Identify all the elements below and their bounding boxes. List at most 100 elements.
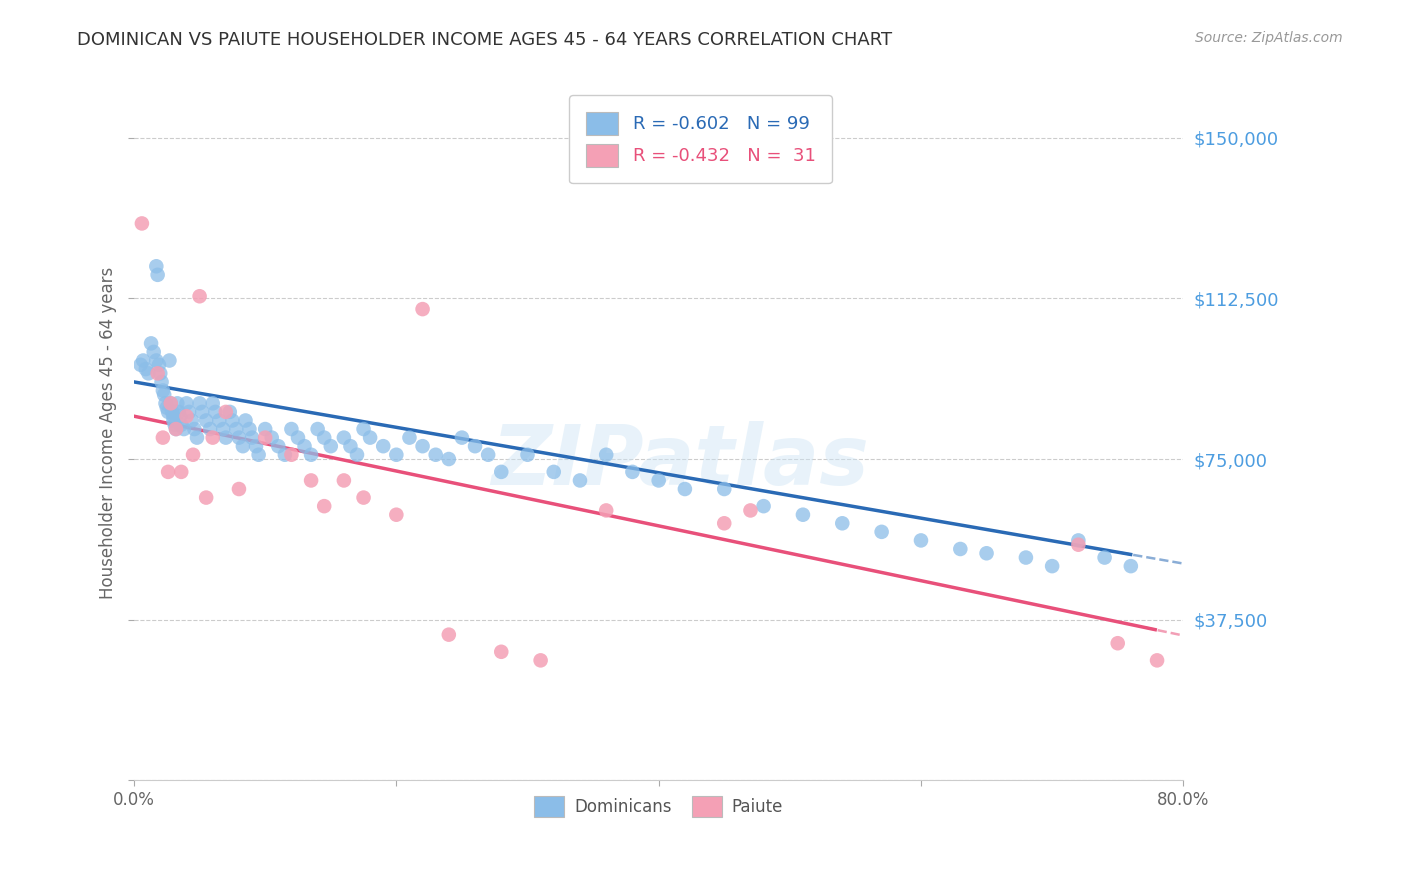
Point [188,289,211,303]
Point [195,413,218,427]
Point [752,499,775,513]
Point [1146,653,1168,667]
Point [166,396,188,410]
Text: ZIPatlas: ZIPatlas [491,421,869,501]
Point [1040,559,1063,574]
Point [831,516,853,531]
Text: DOMINICAN VS PAIUTE HOUSEHOLDER INCOME AGES 45 - 64 YEARS CORRELATION CHART: DOMINICAN VS PAIUTE HOUSEHOLDER INCOME A… [77,31,893,49]
Point [188,396,211,410]
Point [647,474,669,488]
Point [198,422,221,436]
Point [159,396,181,410]
Point [412,302,434,317]
Point [146,268,169,282]
Point [145,353,167,368]
Point [314,499,336,513]
Point [516,448,538,462]
Point [228,431,250,445]
Point [157,405,180,419]
Point [146,367,169,381]
Point [359,431,381,445]
Point [170,417,193,432]
Point [491,465,513,479]
Point [412,439,434,453]
Point [287,431,309,445]
Point [138,367,160,381]
Point [139,336,162,351]
Point [339,439,361,453]
Point [204,405,226,419]
Point [294,439,316,453]
Point [740,503,762,517]
Point [373,439,395,453]
Point [713,516,735,531]
Point [910,533,932,548]
Point [1015,550,1038,565]
Point [131,216,153,230]
Point [218,405,240,419]
Point [159,353,181,368]
Point [179,405,201,419]
Point [156,401,179,415]
Point [949,541,972,556]
Point [621,465,644,479]
Point [145,260,167,274]
Point [165,422,187,436]
Point [353,422,375,436]
Point [135,362,157,376]
Point [333,431,356,445]
Point [260,431,283,445]
Y-axis label: Householder Income Ages 45 - 64 years: Householder Income Ages 45 - 64 years [100,268,117,599]
Point [267,439,290,453]
Point [225,422,247,436]
Point [157,465,180,479]
Point [673,482,696,496]
Point [235,413,257,427]
Point [232,439,254,453]
Point [238,422,260,436]
Point [299,448,322,462]
Point [595,448,617,462]
Point [1094,550,1116,565]
Point [333,474,356,488]
Point [169,409,191,424]
Point [162,413,184,427]
Point [148,358,170,372]
Point [129,358,152,372]
Point [186,431,208,445]
Legend: Dominicans, Paiute: Dominicans, Paiute [527,789,790,824]
Point [491,645,513,659]
Point [176,409,198,424]
Point [201,396,224,410]
Point [153,388,176,402]
Point [713,482,735,496]
Point [215,431,238,445]
Point [159,396,181,410]
Point [1067,538,1090,552]
Point [208,413,231,427]
Point [568,474,591,488]
Point [437,628,460,642]
Point [254,431,277,445]
Point [385,448,408,462]
Point [451,431,474,445]
Point [201,431,224,445]
Point [152,384,174,398]
Point [280,422,302,436]
Text: Source: ZipAtlas.com: Source: ZipAtlas.com [1195,31,1343,45]
Point [215,405,238,419]
Point [425,448,447,462]
Point [228,482,250,496]
Point [167,405,190,419]
Point [254,422,277,436]
Point [299,474,322,488]
Point [155,396,177,410]
Point [274,448,297,462]
Point [191,405,214,419]
Point [160,405,183,419]
Point [477,448,499,462]
Point [870,524,893,539]
Point [142,345,165,359]
Point [245,439,267,453]
Point [212,422,235,436]
